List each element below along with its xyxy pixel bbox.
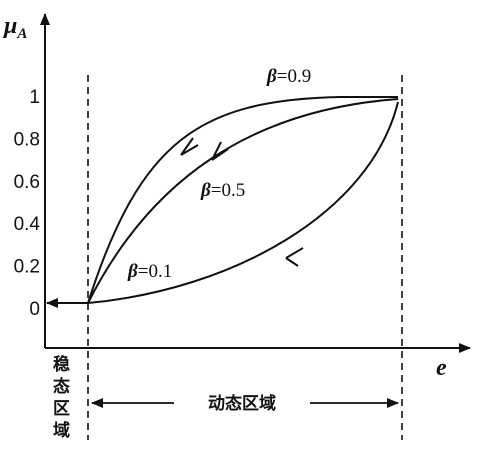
y-tick-label: 0.8 bbox=[14, 129, 40, 150]
label-beta-0.1-greek: β bbox=[127, 261, 138, 282]
return-curve bbox=[87, 101, 399, 304]
y-tick-labels: 0 0.2 0.4 0.6 0.8 1 bbox=[14, 87, 41, 320]
arrow-return-curve bbox=[285, 247, 304, 267]
arrow-curve-beta-0.9 bbox=[180, 137, 199, 156]
y-tick-label: 0.6 bbox=[14, 172, 40, 193]
label-beta-0.5-greek: β bbox=[200, 180, 211, 201]
label-beta-0.1-value: =0.1 bbox=[138, 261, 172, 282]
y-axis-label-sub: A bbox=[16, 26, 27, 42]
x-axis-label: e bbox=[436, 355, 447, 381]
curve-beta-0.9 bbox=[87, 96, 398, 304]
label-beta-0.5-value: =0.5 bbox=[211, 180, 245, 201]
y-tick-label: 1 bbox=[29, 87, 40, 108]
label-beta-0.9-greek: β bbox=[266, 66, 277, 87]
y-tick-label: 0.2 bbox=[14, 257, 40, 278]
y-tick-label: 0.4 bbox=[14, 214, 41, 235]
y-axis-label: μA bbox=[2, 13, 27, 42]
curve-beta-0.5 bbox=[87, 98, 399, 304]
steady-region-char-1: 稳 bbox=[53, 354, 70, 375]
label-beta-0.5: β=0.5 bbox=[200, 180, 245, 201]
label-beta-0.9-value: =0.9 bbox=[277, 66, 311, 87]
dynamic-region-label: 动态区域 bbox=[208, 393, 276, 414]
steady-region-char-4: 域 bbox=[53, 420, 70, 441]
steady-region-char-2: 态 bbox=[53, 376, 70, 397]
label-beta-0.9: β=0.9 bbox=[266, 66, 311, 87]
y-axis-label-main: μ bbox=[2, 13, 17, 39]
y-tick-label: 0 bbox=[29, 299, 40, 320]
label-beta-0.1: β=0.1 bbox=[127, 261, 172, 282]
arrow-curve-beta-0.5 bbox=[211, 141, 229, 161]
steady-region-char-3: 区 bbox=[53, 399, 70, 419]
